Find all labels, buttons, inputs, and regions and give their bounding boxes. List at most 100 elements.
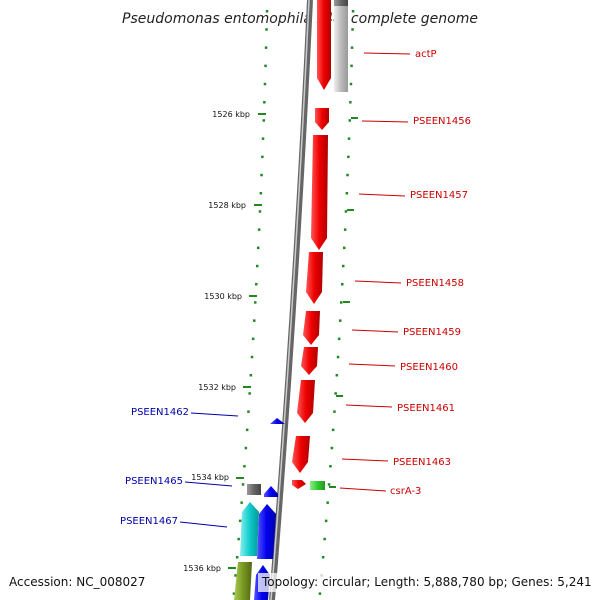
- scale-dot: [247, 410, 250, 413]
- scale-dot: [350, 64, 353, 68]
- scale-dot: [244, 446, 248, 450]
- scale-dot: [261, 155, 264, 159]
- scale-dot: [253, 319, 256, 322]
- leader-line: [361, 120, 409, 123]
- kbp-ticks: 1526 kbp 1528 kbp 1530 kbp 1532 kbp 1534…: [183, 110, 266, 573]
- gene-PSEEN1467[interactable]: [240, 502, 259, 556]
- scale-dot: [330, 446, 334, 450]
- gene-blue-large[interactable]: [257, 504, 276, 559]
- gene-PSEEN1465[interactable]: [264, 486, 278, 497]
- scale-dot: [335, 374, 339, 377]
- scale-dot: [344, 210, 348, 213]
- leader-line: [358, 193, 406, 197]
- scale-dot: [250, 355, 254, 359]
- scale-dot: [249, 374, 253, 377]
- gene-PSEEN1462[interactable]: [270, 418, 285, 424]
- scale-dot: [349, 101, 352, 104]
- scale-dot: [333, 410, 336, 413]
- gene-PSEEN1456[interactable]: [315, 108, 329, 130]
- gene-PSEEN1459[interactable]: [303, 311, 320, 345]
- kbp-tick-label: 1534 kbp: [191, 473, 229, 482]
- scale-dot: [329, 465, 332, 468]
- scale-dot: [263, 101, 266, 104]
- scale-dot: [235, 556, 239, 559]
- scale-dot: [234, 574, 237, 577]
- gene-label-PSEEN1463: PSEEN1463: [393, 457, 451, 468]
- leader-line: [345, 404, 393, 408]
- gene-label-PSEEN1459: PSEEN1459: [403, 327, 461, 338]
- scale-dot: [261, 137, 265, 140]
- gene-label-PSEEN1465: PSEEN1465: [125, 476, 183, 487]
- gene-grey-top[interactable]: [334, 0, 348, 92]
- reverse-gene-labels: PSEEN1462 PSEEN1465 PSEEN1467: [120, 407, 239, 528]
- scale-dot: [254, 301, 257, 304]
- gene-small-red[interactable]: [292, 480, 306, 489]
- scale-dot: [241, 483, 245, 486]
- forward-gene-labels: actP PSEEN1456 PSEEN1457 PSEEN1458 PSEEN…: [339, 49, 471, 497]
- scale-dot: [341, 283, 344, 286]
- scale-dot: [343, 228, 347, 231]
- scale-dot: [351, 28, 354, 31]
- gene-actP[interactable]: [317, 0, 331, 90]
- scale-dot: [337, 337, 341, 341]
- scale-dot: [327, 483, 331, 486]
- leader-line: [351, 329, 399, 333]
- gene-PSEEN1463[interactable]: [292, 436, 310, 473]
- scale-dot: [345, 192, 349, 195]
- leader-line: [341, 458, 389, 462]
- scale-dot: [258, 210, 262, 213]
- scale-dot: [324, 519, 328, 523]
- scale-dot: [331, 428, 335, 432]
- scale-dot: [336, 355, 340, 359]
- gene-label-PSEEN1462: PSEEN1462: [131, 407, 189, 418]
- gene-csrA-3[interactable]: [310, 481, 325, 490]
- gene-dark-mid[interactable]: [247, 484, 261, 495]
- scale-dot: [265, 28, 268, 31]
- gene-dark-top[interactable]: [334, 0, 348, 6]
- scale-dot: [346, 173, 349, 177]
- gene-PSEEN1460[interactable]: [301, 347, 318, 375]
- genome-backbone: [269, 0, 313, 600]
- gene-olive[interactable]: [234, 562, 252, 600]
- scale-dot: [351, 10, 355, 13]
- scale-dot: [255, 283, 258, 286]
- gene-PSEEN1457[interactable]: [311, 135, 328, 250]
- scale-dot: [243, 465, 246, 468]
- scale-dot: [349, 82, 353, 86]
- scale-dot: [321, 556, 325, 559]
- genome-backbone-highlight: [270, 0, 310, 600]
- scale-dot: [342, 264, 345, 268]
- inner-dotted-scale: [318, 10, 355, 595]
- scale-dot: [263, 82, 267, 86]
- kbp-tick-label: 1532 kbp: [198, 383, 236, 392]
- gene-PSEEN1461[interactable]: [297, 380, 315, 423]
- inner-ring-dashes: [329, 117, 358, 488]
- scale-dot: [251, 337, 255, 341]
- leader-line: [339, 487, 387, 492]
- scale-dot: [245, 428, 249, 432]
- scale-dot: [237, 537, 240, 541]
- scale-dot: [248, 392, 251, 395]
- gene-label-actP: actP: [415, 49, 437, 60]
- accession-label: Accession: NC_008027: [9, 575, 145, 589]
- scale-dot: [256, 264, 259, 268]
- topology-label: Topology: circular; Length: 5,888,780 bp…: [261, 575, 592, 589]
- gene-label-PSEEN1460: PSEEN1460: [400, 362, 458, 373]
- scale-dot: [347, 155, 350, 159]
- scale-dot: [259, 192, 263, 195]
- scale-dot: [326, 501, 329, 504]
- scale-dot: [257, 246, 260, 250]
- scale-dot: [232, 592, 236, 595]
- scale-dot: [318, 592, 322, 595]
- leader-line: [179, 521, 228, 528]
- diagram-title: Pseudomonas entomophila L48, complete ge…: [122, 11, 478, 27]
- gene-label-PSEEN1458: PSEEN1458: [406, 278, 464, 289]
- leader-line: [348, 363, 396, 367]
- leader-line: [363, 52, 411, 55]
- scale-dot: [264, 64, 267, 68]
- gene-PSEEN1458[interactable]: [306, 252, 323, 304]
- gene-label-csrA-3: csrA-3: [390, 486, 421, 497]
- gene-label-PSEEN1467: PSEEN1467: [120, 516, 178, 527]
- scale-dot: [238, 519, 242, 523]
